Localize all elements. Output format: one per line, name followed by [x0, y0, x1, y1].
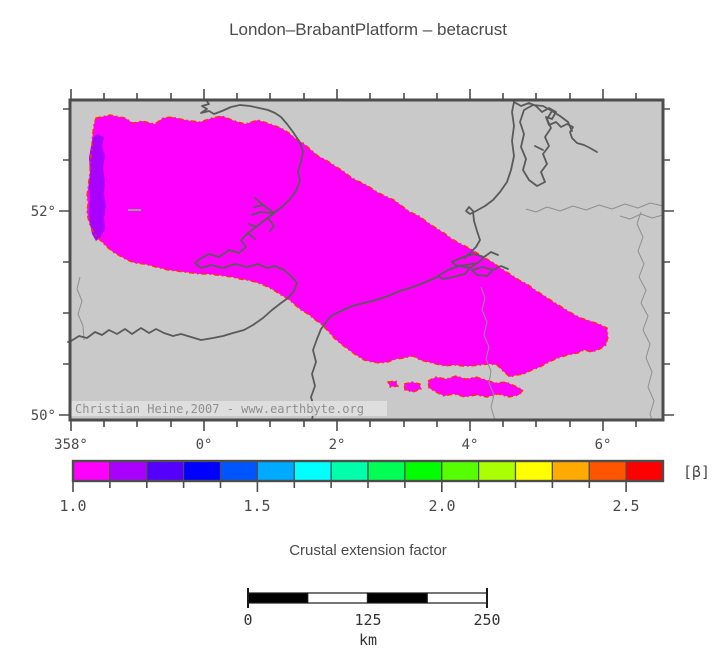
- river-rhine-delta-branches: [525, 202, 664, 220]
- x-axis-label-2: 2°: [329, 437, 346, 453]
- coastline-zeeland-delta: [437, 251, 509, 280]
- colorbar-segment: [183, 460, 222, 482]
- colorbar-tick-label: 2.5: [612, 497, 639, 515]
- y-axis-label-52: 52°: [31, 204, 56, 220]
- colorbar-segment: [367, 460, 406, 482]
- colorbar-tick-label: 2.0: [428, 497, 455, 515]
- colorbar-segment: [219, 460, 259, 482]
- x-axis-label-0: 0°: [196, 437, 213, 453]
- colorbar-segment: [293, 460, 332, 482]
- axis-ticks-minor: [63, 93, 670, 427]
- coastline-belgium-france: [310, 276, 438, 421]
- colorbar-segment: [588, 460, 627, 482]
- scalebar-segment: [426, 592, 488, 604]
- axis-ticks-major: [59, 89, 674, 431]
- scalebar-endcaps: [247, 588, 488, 608]
- x-axis-label-4: 4°: [462, 437, 479, 453]
- colorbar-segment: [514, 460, 554, 482]
- scalebar-label-0: 0: [243, 611, 252, 629]
- colorbar-segment: [441, 460, 480, 482]
- colorbar-tick-label: 1.5: [243, 497, 270, 515]
- platform-boundary-outline: [86, 114, 609, 398]
- scalebar-label-125: 125: [354, 611, 381, 629]
- colorbar-title: Crustal extension factor: [289, 542, 447, 559]
- river-rhine-inland: [636, 211, 655, 421]
- scalebar-segment: [307, 592, 369, 604]
- colorbar: 1.0 1.5 2.0 2.5 [β] Crustal extension fa…: [59, 459, 710, 559]
- figure-title: London–BrabantPlatform – betacrust: [229, 20, 507, 39]
- platform-island-large: [428, 376, 523, 397]
- scalebar-unit: km: [359, 631, 377, 649]
- secondary-extent-region: [89, 134, 106, 241]
- scalebar-label-250: 250: [473, 611, 500, 629]
- colorbar-ticks-minor: [109, 481, 591, 488]
- platform-extent-region: [87, 115, 608, 377]
- y-axis-label-50: 50°: [31, 408, 56, 424]
- coastline-ijsselmeer: [519, 104, 573, 187]
- x-axis-label-6: 6°: [595, 437, 612, 453]
- colorbar-ticks-major: [72, 481, 627, 492]
- colorbar-segment: [478, 460, 517, 482]
- colorbar-segment: [109, 460, 148, 482]
- colorbar-segment: [256, 460, 295, 482]
- coastline-holland-west: [463, 101, 515, 259]
- colorbar-tick-label: 1.0: [59, 497, 86, 515]
- watermark-box: [71, 401, 387, 416]
- colorbar-unit-label: [β]: [683, 463, 710, 481]
- colorbar-segment: [551, 460, 590, 482]
- colorbar-segment: [625, 460, 664, 482]
- colorbar-segment: [330, 460, 369, 482]
- watermark-text: Christian Heine,2007 - www.earthbyte.org: [75, 402, 364, 416]
- colorbar-segment: [146, 460, 185, 482]
- scalebar-segment: [366, 592, 428, 604]
- colorbar-segment: [404, 460, 443, 482]
- coastline-essex-estuaries: [247, 197, 275, 240]
- x-axis-label-358: 358°: [54, 437, 88, 453]
- colorbar-segment: [72, 460, 111, 482]
- map-frame: [68, 98, 665, 422]
- distance-scalebar: 0 125 250 km: [243, 588, 501, 649]
- coastline-frisian: [513, 101, 598, 153]
- river-south-england: [76, 276, 85, 341]
- scalebar-segment: [247, 592, 309, 604]
- river-scheldt: [480, 286, 496, 421]
- coastline-east-south-england: [67, 99, 304, 343]
